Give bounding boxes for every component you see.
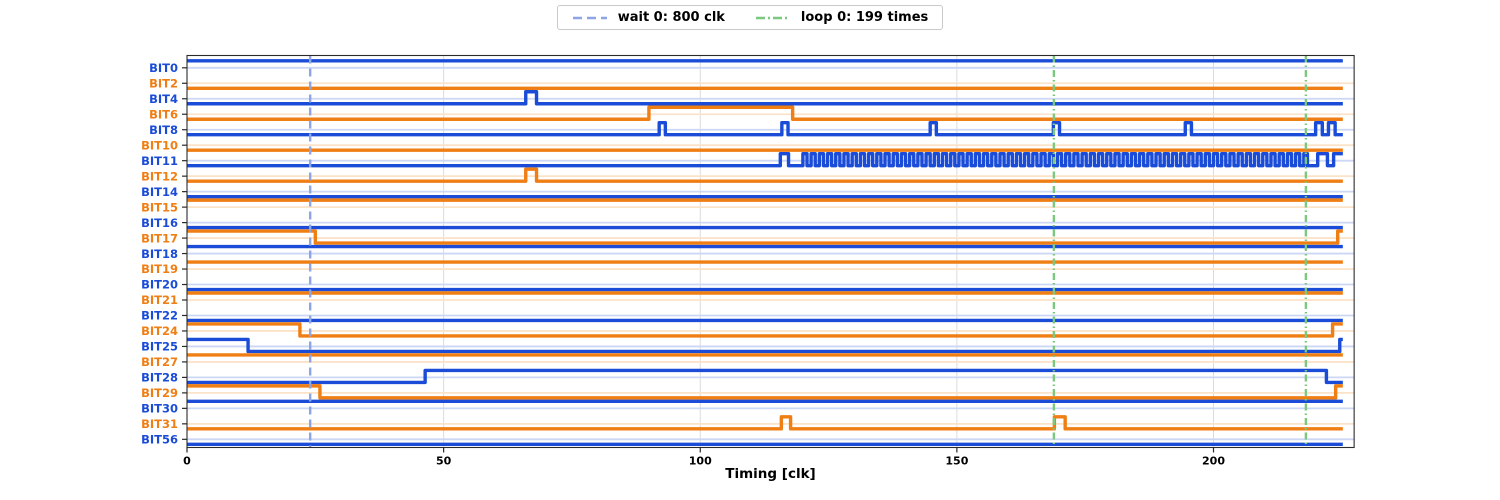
- signal-label-BIT21: BIT21: [141, 293, 178, 307]
- x-tick-label: 100: [689, 455, 712, 468]
- legend-label-wait: wait 0: 800 clk: [617, 10, 725, 25]
- signal-trace-BIT6: [187, 105, 1343, 121]
- signal-label-BIT10: BIT10: [141, 138, 178, 152]
- x-axis-label: Timing [clk]: [725, 466, 816, 482]
- signal-trace-BIT11: [187, 151, 1343, 168]
- legend-item-loop: loop 0: 199 times: [755, 11, 928, 24]
- signal-trace-BIT31: [187, 415, 1343, 431]
- signal-label-BIT8: BIT8: [149, 123, 178, 137]
- loop-line-sample: [755, 16, 790, 19]
- x-tick-label: 50: [436, 455, 452, 468]
- signal-label-BIT20: BIT20: [141, 278, 178, 292]
- signal-label-BIT30: BIT30: [141, 402, 178, 416]
- legend-item-wait: wait 0: 800 clk: [572, 11, 725, 24]
- signal-label-BIT29: BIT29: [141, 386, 178, 400]
- signal-label-BIT31: BIT31: [141, 417, 178, 431]
- signal-trace-BIT25: [187, 337, 1343, 354]
- signal-label-BIT4: BIT4: [149, 92, 178, 106]
- signal-label-BIT14: BIT14: [141, 185, 178, 199]
- signal-trace-BIT17: [187, 229, 1343, 245]
- signal-trace-BIT8: [187, 121, 1343, 137]
- signal-label-BIT17: BIT17: [141, 231, 178, 245]
- signal-trace-BIT24: [187, 322, 1343, 338]
- x-tick-label: 200: [1202, 455, 1225, 468]
- signal-label-BIT6: BIT6: [149, 107, 178, 121]
- signal-label-BIT28: BIT28: [141, 371, 178, 385]
- wait-line-sample: [572, 16, 607, 19]
- signal-trace-BIT12: [187, 167, 1343, 183]
- signal-label-BIT15: BIT15: [141, 200, 178, 214]
- signal-label-BIT24: BIT24: [141, 324, 178, 338]
- signal-label-BIT19: BIT19: [141, 262, 178, 276]
- signal-trace-BIT29: [187, 384, 1343, 400]
- signal-label-BIT27: BIT27: [141, 355, 178, 369]
- legend: wait 0: 800 clk loop 0: 199 times: [556, 5, 944, 30]
- signal-label-BIT18: BIT18: [141, 247, 178, 261]
- legend-label-loop: loop 0: 199 times: [800, 10, 929, 25]
- signal-label-BIT0: BIT0: [149, 61, 178, 75]
- signal-label-BIT2: BIT2: [149, 76, 178, 90]
- plot-box: [186, 54, 1355, 449]
- signal-trace-BIT28: [187, 368, 1343, 385]
- signal-label-BIT12: BIT12: [141, 169, 178, 183]
- x-tick-label: 150: [945, 455, 968, 468]
- signal-label-BIT11: BIT11: [141, 154, 178, 168]
- signal-trace-BIT4: [187, 90, 1343, 106]
- signal-label-BIT25: BIT25: [141, 340, 178, 354]
- x-tick-label: 0: [183, 455, 191, 468]
- signal-label-BIT22: BIT22: [141, 309, 178, 323]
- signal-label-BIT16: BIT16: [141, 216, 178, 230]
- signal-label-BIT56: BIT56: [141, 433, 178, 447]
